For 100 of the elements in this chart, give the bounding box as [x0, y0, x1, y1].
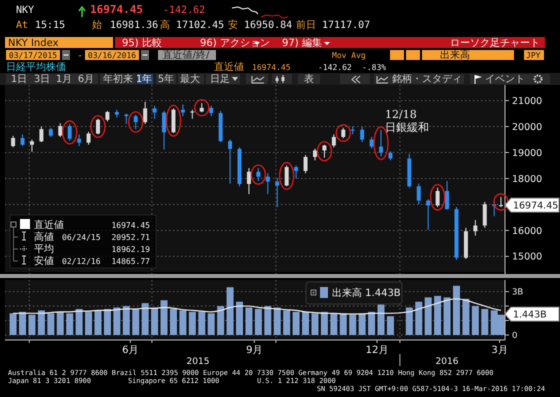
- text: 表: [304, 73, 314, 85]
- candlestick: [498, 196, 503, 208]
- bar: [47, 313, 54, 335]
- candlestick: [312, 148, 317, 161]
- bar: [151, 308, 158, 335]
- bar: [104, 308, 111, 335]
- bar: [481, 308, 488, 335]
- bar: [245, 308, 252, 335]
- bar: [28, 314, 36, 335]
- candlestick: [228, 139, 232, 184]
- text: 03/17/2015: [8, 51, 58, 60]
- bar: [113, 308, 120, 335]
- candlestick: [360, 126, 364, 143]
- text: 1月: [56, 74, 72, 85]
- bar: [264, 306, 272, 335]
- text: 3日: [34, 74, 50, 85]
- bar: [274, 308, 281, 335]
- line-series: [12, 298, 502, 315]
- bar: [358, 313, 366, 335]
- text: 始: [92, 20, 102, 31]
- candlestick: [86, 131, 91, 146]
- annotation: 16974.45: [111, 221, 150, 230]
- text: 1日: [10, 74, 28, 85]
- candlestick: [379, 129, 384, 157]
- candlestick: [275, 178, 280, 208]
- bar: [386, 316, 394, 335]
- candlestick: [58, 122, 62, 138]
- text: 16974.45: [252, 63, 291, 72]
- annotation: 18962.19: [111, 245, 150, 254]
- annotation: 高値: [34, 231, 54, 243]
- bar: [434, 296, 442, 335]
- annotation: 安値: [34, 255, 54, 267]
- bar: [10, 313, 17, 335]
- text: 16974.45: [90, 3, 143, 16]
- candlestick: [294, 165, 298, 179]
- y-tick-label: 18000: [512, 174, 542, 185]
- text: 前日: [296, 19, 316, 31]
- annotation: 06/24/15: [62, 233, 101, 242]
- text: 出来高: [440, 49, 470, 61]
- text: 最大: [180, 73, 200, 85]
- x-tick-label: 6月: [122, 345, 139, 356]
- text: NKY Index: [8, 38, 59, 49]
- bar: [132, 308, 140, 335]
- bar: [254, 308, 262, 335]
- bar: [19, 312, 26, 335]
- candlestick: [322, 144, 326, 158]
- bar: [170, 308, 177, 335]
- bar: [283, 310, 290, 335]
- bar: [198, 312, 206, 335]
- text: 年初来: [103, 73, 133, 85]
- bar: [236, 302, 243, 335]
- candlestick: [68, 123, 72, 142]
- text: JPY: [526, 51, 541, 60]
- annotation: 14865.77: [111, 257, 150, 266]
- bar: [38, 310, 45, 335]
- x-tick-label: 12月: [366, 345, 388, 356]
- text: 2015: [186, 357, 210, 367]
- text: -142.62: [163, 5, 206, 16]
- bar: [56, 312, 64, 335]
- bar: [368, 312, 376, 335]
- annotation: 直近値: [34, 219, 64, 231]
- y-tick-label: 15000: [512, 252, 542, 263]
- text: NKY: [16, 5, 34, 16]
- candlestick: [162, 110, 166, 150]
- text: 日経平均株価: [6, 61, 66, 73]
- bar: [76, 308, 83, 335]
- bar: [217, 306, 224, 335]
- candlestick: [445, 180, 450, 210]
- text: 日足: [210, 74, 230, 85]
- candlestick: [96, 118, 100, 135]
- text: 直近値: [214, 61, 244, 73]
- text: 03/16/2016: [88, 51, 136, 60]
- candlestick: [152, 105, 157, 120]
- text: 高: [160, 19, 170, 31]
- text: -142.62: [318, 63, 352, 72]
- text: 銘柄・スタディ: [392, 73, 462, 85]
- bar: [66, 313, 74, 335]
- x-tick-label: 3月: [491, 345, 508, 356]
- text: Mov Avg: [332, 51, 366, 60]
- text: ローソク足チャート: [450, 38, 540, 49]
- candlestick: [473, 220, 478, 236]
- candlestick: [416, 183, 421, 205]
- candlestick: [77, 134, 82, 147]
- candlestick: [134, 114, 138, 130]
- text: At: [16, 20, 28, 31]
- bar: [424, 297, 432, 335]
- y-tick-label: 19000: [512, 148, 542, 159]
- text: 95) 比較: [122, 37, 162, 49]
- bar: [462, 298, 470, 335]
- candlestick: [482, 201, 487, 228]
- bar: [292, 312, 300, 335]
- y-tick-label: 0: [512, 330, 518, 341]
- candlestick: [209, 105, 214, 117]
- candlestick: [388, 150, 392, 161]
- candlestick: [48, 127, 53, 138]
- candlestick: [341, 127, 346, 139]
- candlestick: [436, 187, 440, 208]
- bar: [330, 313, 338, 335]
- bar: [188, 312, 196, 335]
- candlestick: [256, 168, 260, 182]
